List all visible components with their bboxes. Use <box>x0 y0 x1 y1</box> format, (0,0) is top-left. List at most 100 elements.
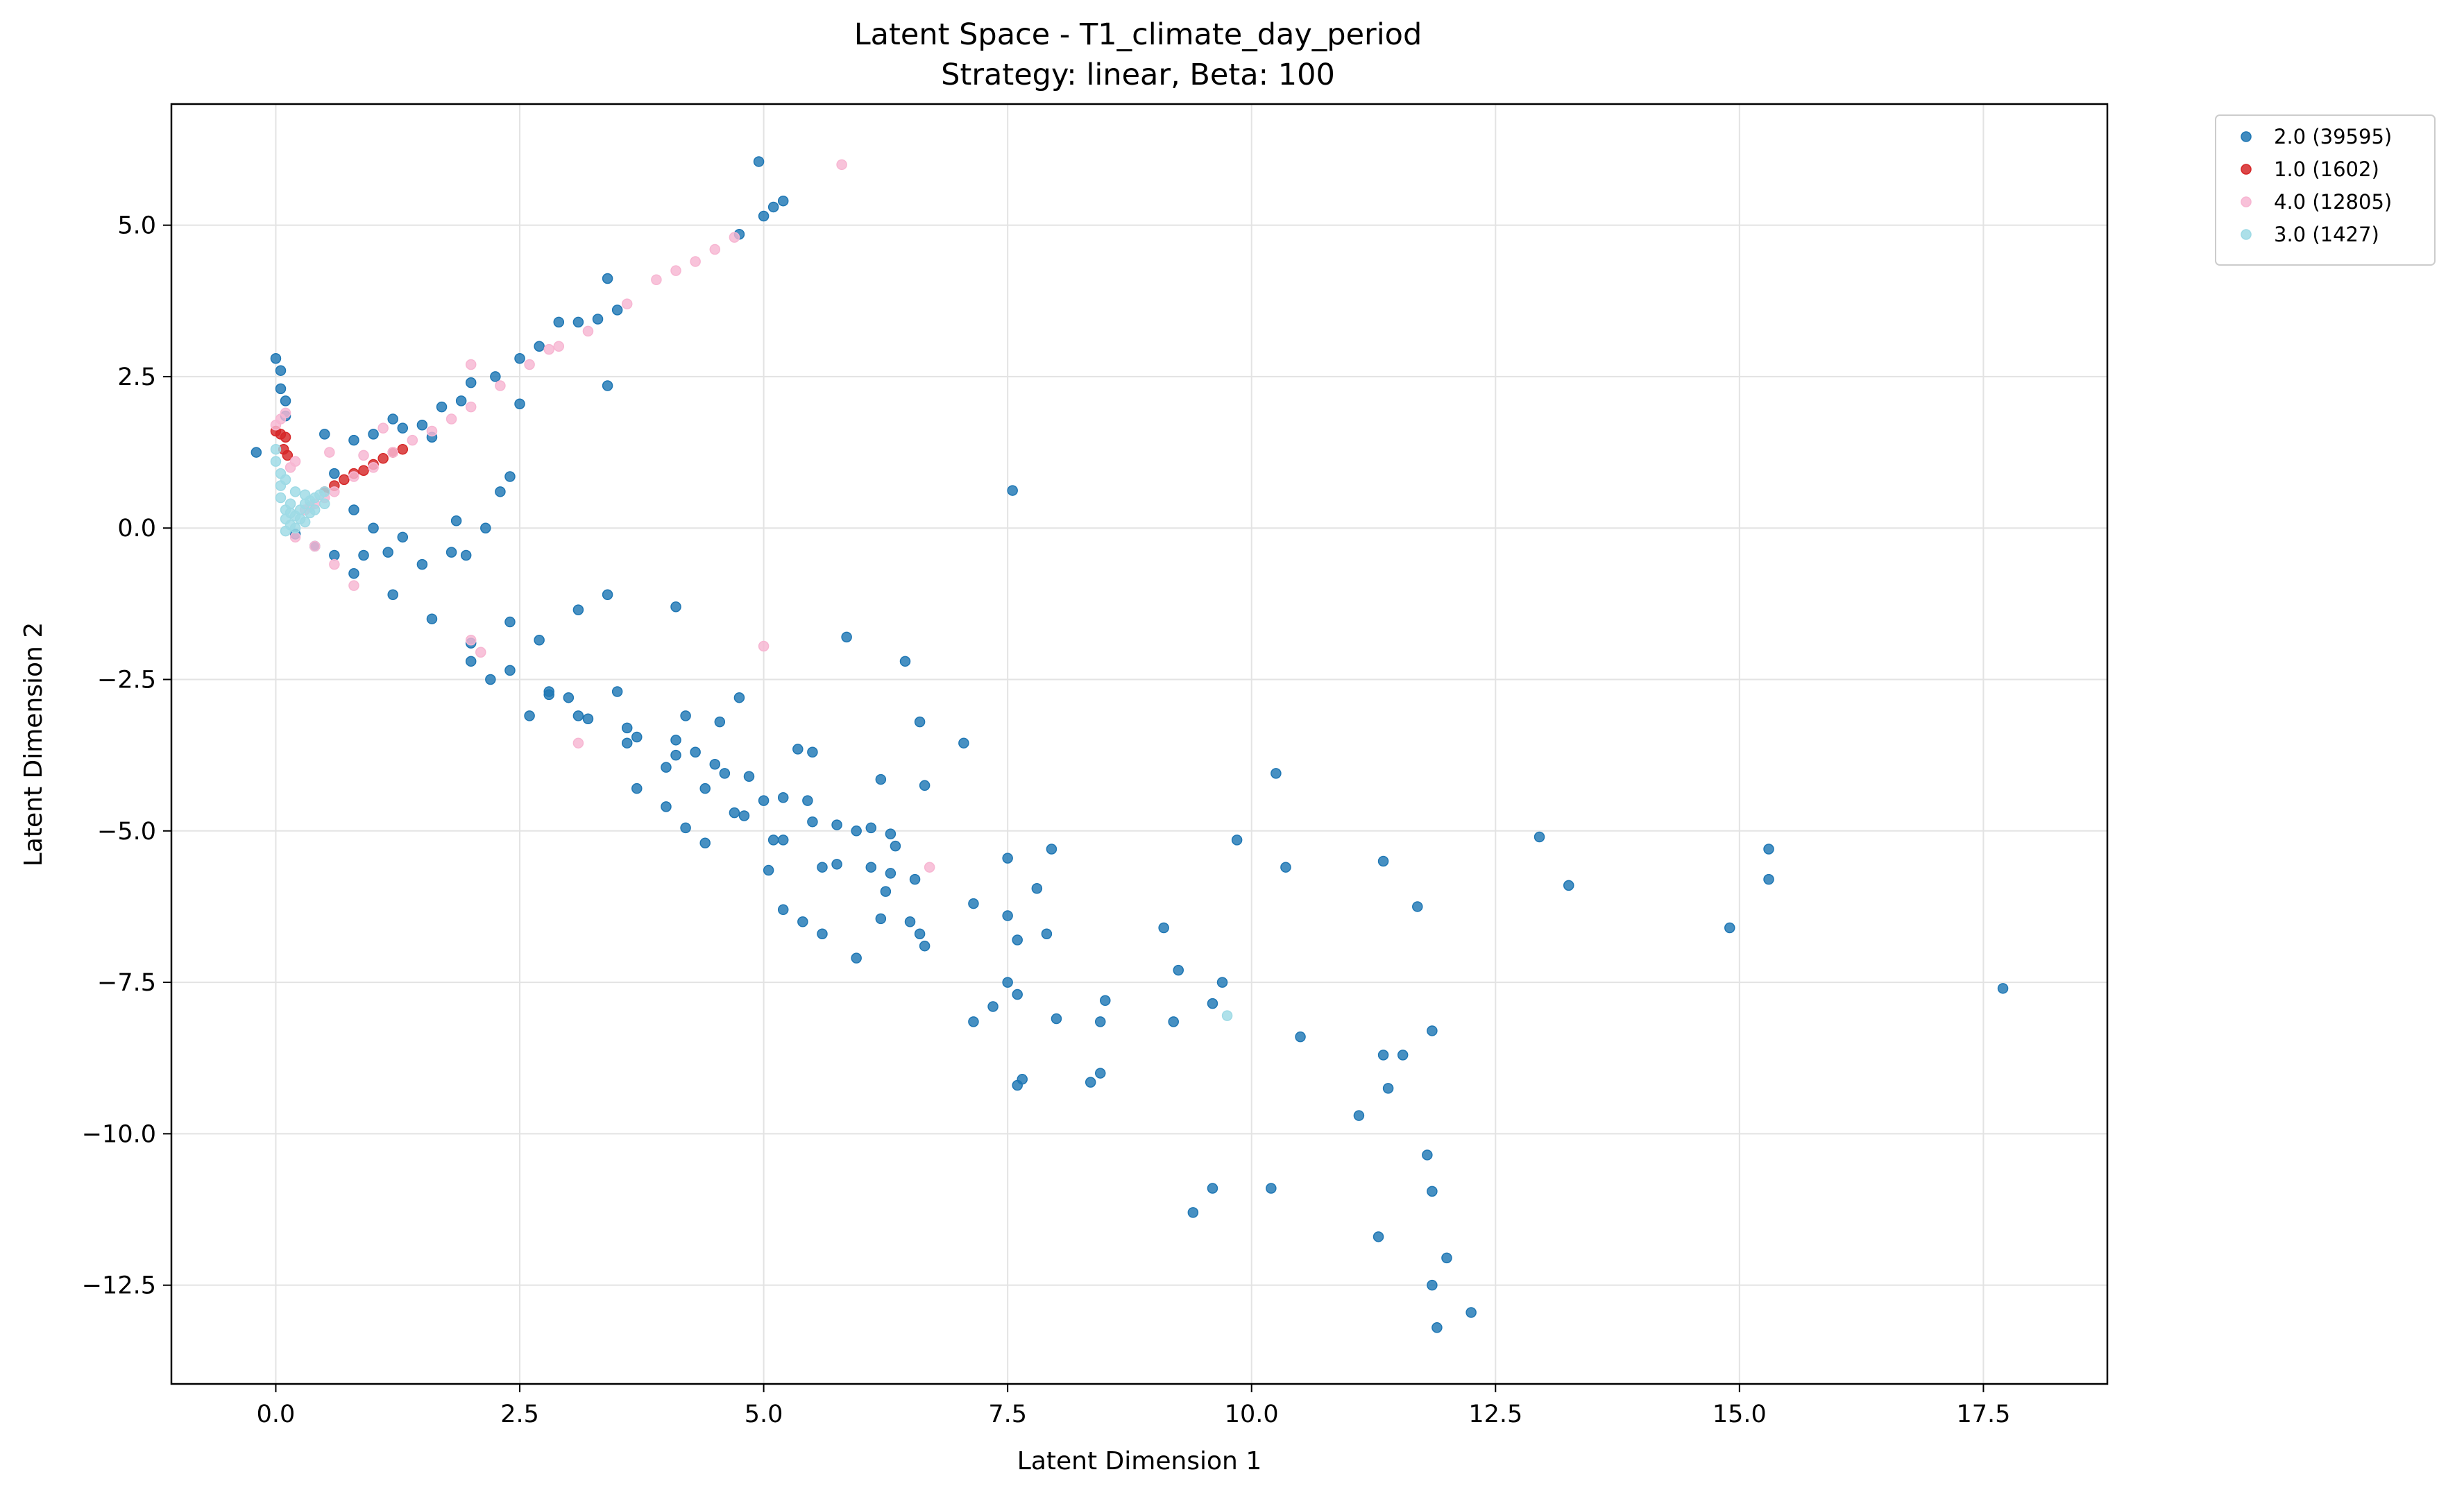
data-point <box>387 447 398 458</box>
data-point <box>495 380 506 391</box>
data-point <box>661 762 672 773</box>
data-point <box>1997 983 2009 994</box>
data-point <box>1431 1322 1443 1333</box>
data-point <box>284 462 296 473</box>
data-point <box>1051 1013 1062 1025</box>
data-point <box>885 868 897 879</box>
y-tick-label: 2.5 <box>117 363 156 391</box>
data-point <box>270 352 282 364</box>
data-point <box>661 801 672 812</box>
data-point <box>777 835 789 846</box>
data-point <box>1763 844 1774 855</box>
data-point <box>495 486 506 497</box>
y-tick-label: −12.5 <box>82 1272 156 1300</box>
y-tick-label: −5.0 <box>97 818 156 846</box>
data-point <box>319 486 330 497</box>
data-point <box>329 468 340 479</box>
data-point <box>865 862 877 873</box>
legend-marker <box>2241 229 2252 240</box>
data-point <box>831 859 842 870</box>
y-axis-label: Latent Dimension 2 <box>19 622 48 866</box>
data-point <box>465 401 477 413</box>
data-point <box>348 567 359 579</box>
data-point <box>738 810 750 821</box>
data-point <box>602 589 613 601</box>
data-point <box>758 795 770 806</box>
data-point <box>1002 977 1013 988</box>
data-point <box>1002 910 1013 921</box>
data-point <box>582 713 594 725</box>
data-point <box>387 589 398 601</box>
data-point <box>348 504 359 515</box>
data-point <box>436 401 448 413</box>
data-point <box>319 429 330 440</box>
data-point <box>553 341 565 352</box>
y-tick-label: −7.5 <box>97 969 156 997</box>
data-point <box>284 507 296 519</box>
data-point <box>914 716 926 728</box>
data-point <box>904 916 916 927</box>
data-point <box>1207 1183 1218 1194</box>
data-point <box>690 256 701 267</box>
data-point <box>719 768 731 779</box>
data-point <box>1280 862 1291 873</box>
data-point <box>743 771 755 782</box>
legend-marker <box>2241 131 2252 142</box>
data-point <box>753 156 765 167</box>
data-point <box>1187 1207 1199 1218</box>
legend: 2.0 (39595) 1.0 (1602) 4.0 (12805) 3.0 (142… <box>2215 114 2436 266</box>
data-point <box>690 746 701 758</box>
data-point <box>1373 1231 1384 1242</box>
data-point <box>1353 1110 1365 1121</box>
data-point <box>572 316 584 328</box>
data-point <box>1007 485 1018 496</box>
x-tick-label: 7.5 <box>988 1401 1027 1428</box>
data-point <box>1295 1031 1306 1043</box>
data-point <box>899 656 911 667</box>
x-tick-label: 12.5 <box>1468 1401 1522 1428</box>
data-point <box>553 316 565 328</box>
data-point <box>1046 844 1057 855</box>
data-point <box>1031 883 1043 894</box>
data-point <box>1427 1186 1438 1197</box>
data-point <box>621 737 633 748</box>
axis-ticks: 0.0 2.5 5.0 7.5 10.0 12.5 15.0 17.5 5.0 2.5 0.0 −2.… <box>82 212 2011 1428</box>
data-point <box>890 840 901 852</box>
x-tick-label: 0.0 <box>257 1401 296 1428</box>
data-point <box>534 341 545 352</box>
data-point <box>282 450 294 461</box>
data-point <box>543 343 554 355</box>
data-point <box>280 431 291 443</box>
data-point <box>445 413 457 425</box>
data-point <box>670 735 681 746</box>
data-point <box>275 365 287 376</box>
data-point <box>1085 1077 1096 1088</box>
y-tick-label: −2.5 <box>97 667 156 694</box>
x-tick-label: 10.0 <box>1225 1401 1279 1428</box>
data-point <box>841 631 852 643</box>
data-point <box>348 434 359 446</box>
data-point <box>1012 1079 1023 1091</box>
data-point <box>914 928 926 939</box>
data-point <box>621 722 633 734</box>
data-point <box>426 425 438 437</box>
y-tick-label: −10.0 <box>82 1120 156 1148</box>
data-point <box>729 232 740 243</box>
data-point <box>368 522 379 533</box>
plot-area-frame <box>170 103 2109 1385</box>
data-point <box>358 549 369 561</box>
data-point <box>368 429 379 440</box>
data-point <box>329 558 340 570</box>
data-point <box>465 359 477 370</box>
data-point <box>397 422 409 434</box>
data-point <box>563 692 575 703</box>
data-point <box>1095 1068 1106 1079</box>
grid-lines <box>171 104 2107 1384</box>
data-point <box>382 547 393 558</box>
series-group <box>250 156 2009 1333</box>
data-point <box>631 782 643 794</box>
data-point <box>299 489 311 500</box>
data-point <box>733 692 745 703</box>
data-point <box>758 640 770 652</box>
